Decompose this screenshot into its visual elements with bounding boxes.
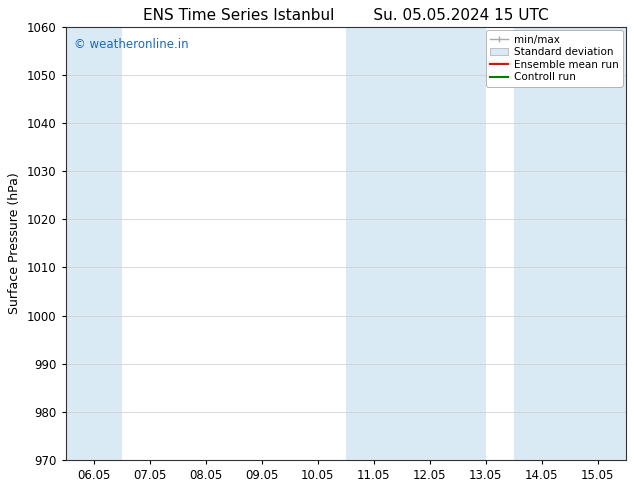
- Bar: [346, 27, 486, 460]
- Title: ENS Time Series Istanbul        Su. 05.05.2024 15 UTC: ENS Time Series Istanbul Su. 05.05.2024 …: [143, 8, 548, 24]
- Y-axis label: Surface Pressure (hPa): Surface Pressure (hPa): [8, 172, 22, 314]
- Bar: [66, 27, 122, 460]
- Legend: min/max, Standard deviation, Ensemble mean run, Controll run: min/max, Standard deviation, Ensemble me…: [486, 30, 623, 87]
- Bar: [514, 27, 626, 460]
- Text: © weatheronline.in: © weatheronline.in: [74, 38, 189, 51]
